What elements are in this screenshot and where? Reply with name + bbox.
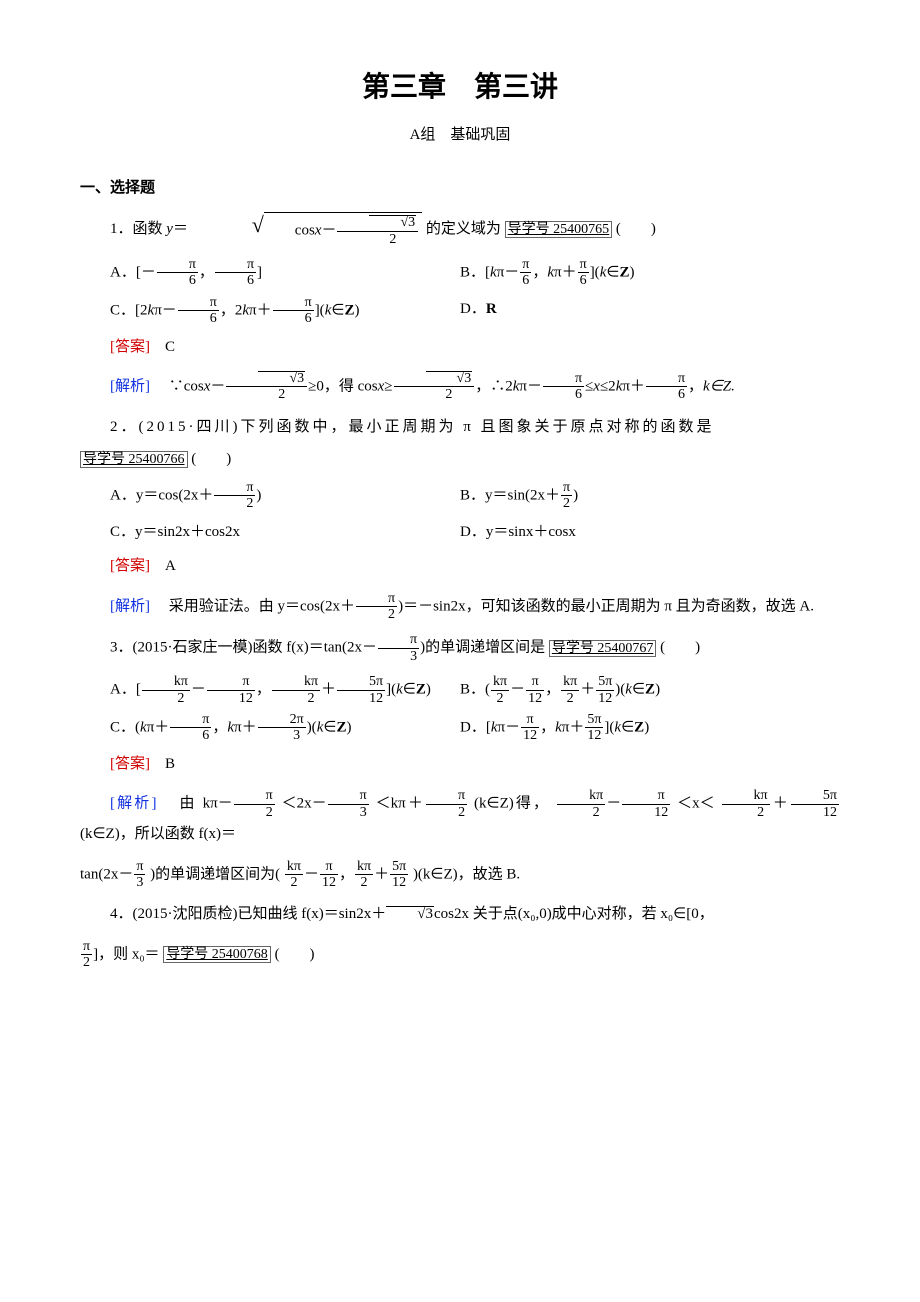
q1-suffix: 的定义域为 — [426, 221, 501, 237]
q2-stem: 2．(2015·四川)下列函数中，最小正周期为 π 且图象关于原点对称的函数是 — [80, 413, 840, 442]
explain-label: [解析] — [110, 378, 150, 394]
group-subtitle: A组 基础巩固 — [80, 121, 840, 150]
q1-answer: [答案] C — [80, 333, 840, 362]
q3-optA: A．[kπ2－π12，kπ2＋5π12](k∈Z) — [80, 674, 460, 706]
q1-row-ab: A．[－π6，π6] B．[kπ－π6，kπ＋π6](k∈Z) — [80, 257, 840, 289]
q1-optB: B．[kπ－π6，kπ＋π6](k∈Z) — [460, 257, 840, 289]
q2-optA: A．y＝cos(2x＋π2) — [80, 480, 460, 512]
q3-optC: C．(kπ＋π6，kπ＋2π3)(k∈Z) — [80, 712, 460, 744]
answer-label: [答案] — [110, 339, 150, 355]
q4-stem: 4．(2015·沈阳质检)已知曲线 f(x)＝sin2x＋√3cos2x 关于点… — [80, 900, 840, 929]
q2-row-ab: A．y＝cos(2x＋π2) B．y＝sin(2x＋π2) — [80, 480, 840, 512]
q2-optC: C．y＝sin2x＋cos2x — [80, 518, 460, 547]
answer-label: [答案] — [110, 558, 150, 574]
q1-row-cd: C．[2kπ－π6，2kπ＋π6](k∈Z) D．R — [80, 295, 840, 327]
sqrt-expr: √cosx－√32 — [192, 212, 422, 247]
q1-prefix: 1．函数 — [110, 221, 166, 237]
explain-label: [解析] — [110, 796, 156, 812]
q1-stem: 1．函数 y＝ √cosx－√32 的定义域为 导学号 25400765 ( ) — [80, 212, 840, 247]
explain-label: [解析] — [110, 598, 150, 614]
q3-explain-line2: tan(2x－π3 )的单调递增区间为( kπ2－π12，kπ2＋5π12 )(… — [80, 859, 840, 891]
answer-label: [答案] — [110, 756, 150, 772]
q1-optA: A．[－π6，π6] — [80, 257, 460, 289]
q2-optD: D．y＝sinx＋cosx — [460, 518, 840, 547]
q1-paren: ( ) — [616, 221, 656, 237]
q1-explain: [解析] ∵cosx－√32≥0，得 cosx≥√32，∴2kπ－π6≤x≤2k… — [80, 371, 840, 403]
guide-link[interactable]: 导学号 25400767 — [549, 640, 657, 657]
q1-optD: D．R — [460, 295, 840, 327]
guide-link[interactable]: 导学号 25400765 — [505, 221, 613, 238]
chapter-title: 第三章 第三讲 — [80, 60, 840, 113]
q2-optB: B．y＝sin(2x＋π2) — [460, 480, 840, 512]
var-y: y — [166, 221, 173, 237]
q3-optD: D．[kπ－π12，kπ＋5π12](k∈Z) — [460, 712, 840, 744]
guide-link[interactable]: 导学号 25400766 — [80, 451, 188, 468]
q2-explain: [解析] 采用验证法。由 y＝cos(2x＋π2)＝－sin2x，可知该函数的最… — [80, 591, 840, 623]
guide-link[interactable]: 导学号 25400768 — [163, 946, 271, 963]
q4-stem-line2: π2]，则 x₀＝ 导学号 25400768 ( ) — [80, 939, 840, 971]
q3-row-cd: C．(kπ＋π6，kπ＋2π3)(k∈Z) D．[kπ－π12，kπ＋5π12]… — [80, 712, 840, 744]
q3-row-ab: A．[kπ2－π12，kπ2＋5π12](k∈Z) B．(kπ2－π12，kπ2… — [80, 674, 840, 706]
q3-stem: 3．(2015·石家庄一模)函数 f(x)＝tan(2x－π3)的单调递增区间是… — [80, 632, 840, 664]
q2-answer: [答案] A — [80, 552, 840, 581]
section-heading: 一、选择题 — [80, 174, 840, 203]
q3-answer: [答案] B — [80, 750, 840, 779]
q2-stem-line2: 导学号 25400766 ( ) — [80, 445, 840, 474]
q1-optC: C．[2kπ－π6，2kπ＋π6](k∈Z) — [80, 295, 460, 327]
q2-row-cd: C．y＝sin2x＋cos2x D．y＝sinx＋cosx — [80, 518, 840, 547]
q3-explain: [解析] 由 kπ－π2 ＜2x－π3 ＜kπ＋π2 (k∈Z)得， kπ2－π… — [80, 788, 840, 848]
q3-optB: B．(kπ2－π12，kπ2＋5π12)(k∈Z) — [460, 674, 840, 706]
